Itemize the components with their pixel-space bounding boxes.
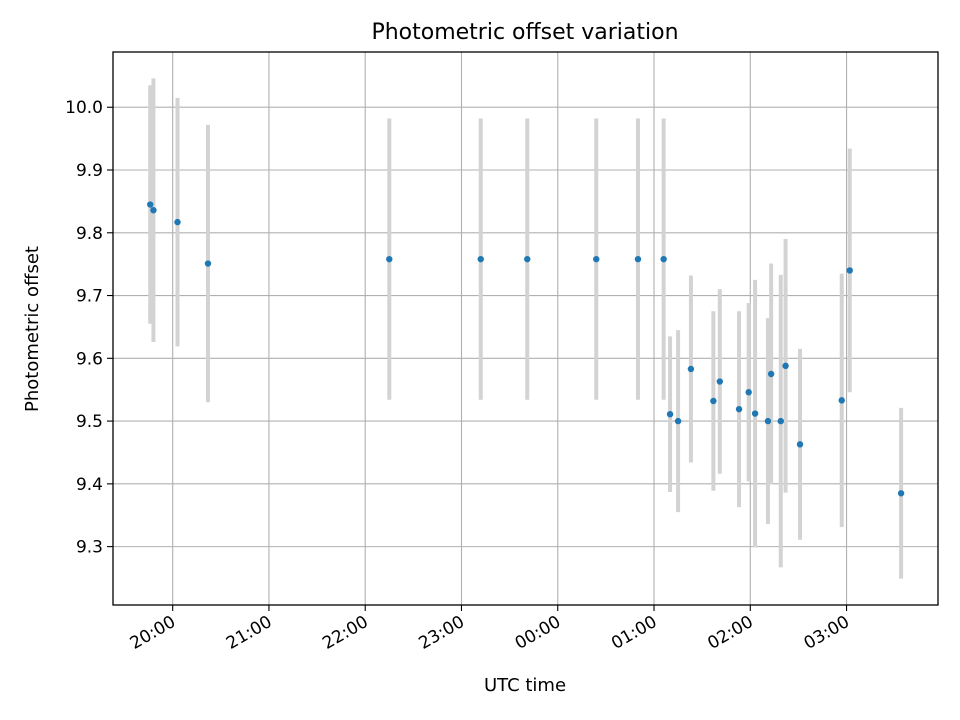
data-point <box>666 410 674 418</box>
data-point <box>660 255 667 263</box>
data-point <box>204 260 212 267</box>
data-point <box>897 490 905 497</box>
data-point <box>777 417 784 425</box>
data-point <box>751 410 759 417</box>
data-point <box>710 397 717 405</box>
data-point <box>846 267 853 274</box>
data-point <box>716 378 723 385</box>
y-tick-label: 9.5 <box>76 412 103 432</box>
data-point <box>838 397 845 404</box>
y-tick-label: 9.9 <box>76 161 103 181</box>
data-point <box>767 370 775 378</box>
data-point <box>150 206 157 214</box>
data-point <box>174 218 181 226</box>
data-point <box>687 365 695 373</box>
y-tick-label: 9.8 <box>76 224 103 244</box>
data-point <box>147 201 154 208</box>
y-tick-label: 9.6 <box>76 349 103 369</box>
y-tick-label: 10.0 <box>65 98 103 118</box>
data-point <box>764 417 772 425</box>
data-point <box>735 405 743 413</box>
y-axis-label: Photometric offset <box>22 246 43 412</box>
data-point <box>477 255 484 263</box>
data-point <box>634 255 642 263</box>
data-point <box>782 362 789 370</box>
data-point <box>796 441 804 448</box>
y-tick-label: 9.7 <box>76 287 103 307</box>
y-tick-label: 9.4 <box>76 475 103 495</box>
data-point <box>745 389 752 396</box>
data-point <box>524 255 531 263</box>
chart-title: Photometric offset variation <box>371 20 678 45</box>
data-point <box>593 255 600 263</box>
data-point <box>386 255 393 263</box>
plot-frame <box>112 51 939 606</box>
data-point <box>674 417 682 425</box>
x-axis-label: UTC time <box>484 675 566 696</box>
data-points <box>147 201 905 497</box>
y-tick-label: 9.3 <box>76 538 103 558</box>
